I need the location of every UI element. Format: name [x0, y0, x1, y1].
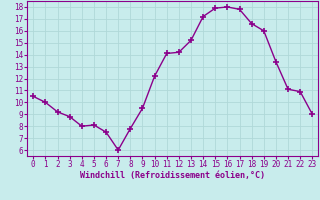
X-axis label: Windchill (Refroidissement éolien,°C): Windchill (Refroidissement éolien,°C): [80, 171, 265, 180]
